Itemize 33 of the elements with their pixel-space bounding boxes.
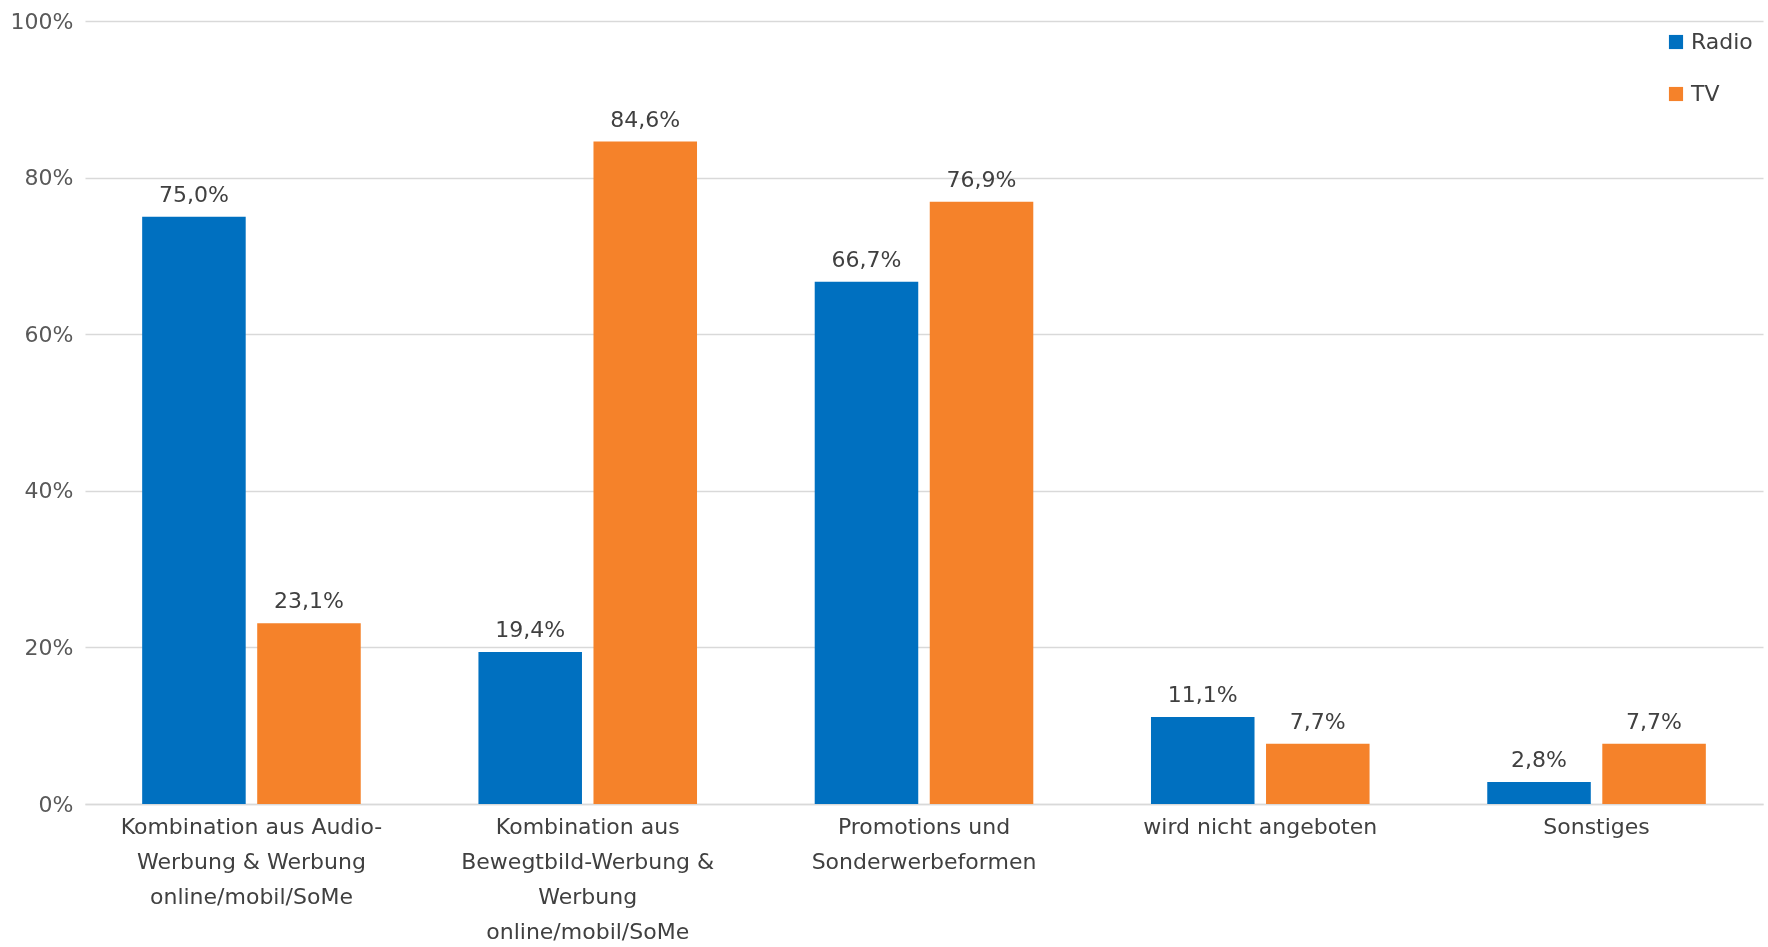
x-tick-label: wird nicht angeboten	[1143, 813, 1378, 839]
x-tick-label: Promotions und Sonderwerbeformen	[811, 813, 1037, 874]
y-tick-label: 100%	[10, 8, 74, 34]
data-label: 75,0%	[158, 181, 229, 207]
data-label: 84,6%	[610, 106, 681, 132]
bar	[1602, 743, 1706, 804]
data-label: 76,9%	[946, 166, 1017, 192]
data-label: 7,7%	[1626, 708, 1683, 734]
x-tick-label: Kombination aus Audio-Werbung & Werbung online/mobil/SoMe	[120, 813, 383, 909]
data-label: 23,1%	[274, 588, 344, 614]
x-tick-label: Kombination aus Bewegtbild-Werbung & Werbung online/mobil/SoMe	[461, 813, 715, 944]
bar	[142, 216, 246, 804]
x-tick-label: Sonstiges	[1543, 813, 1650, 839]
bar	[257, 623, 361, 804]
bar	[814, 281, 919, 804]
data-label: 2,8%	[1511, 747, 1567, 773]
bar	[478, 652, 582, 804]
bar	[1150, 717, 1255, 804]
legend-label: TV	[1690, 81, 1720, 106]
y-tick-label: 40%	[24, 478, 74, 504]
legend-label: Radio	[1691, 29, 1753, 54]
bar	[929, 201, 1034, 804]
bar	[1487, 782, 1591, 804]
data-label: 66,7%	[831, 246, 902, 272]
y-tick-label: 80%	[24, 165, 74, 191]
bar	[593, 141, 698, 804]
bar	[1266, 743, 1370, 804]
data-label: 11,1%	[1167, 682, 1238, 708]
y-tick-label: 20%	[24, 634, 74, 660]
y-tick-label: 60%	[24, 321, 74, 347]
data-label: 19,4%	[495, 617, 566, 643]
y-tick-label: 0%	[38, 791, 74, 817]
data-label: 7,7%	[1289, 708, 1346, 734]
